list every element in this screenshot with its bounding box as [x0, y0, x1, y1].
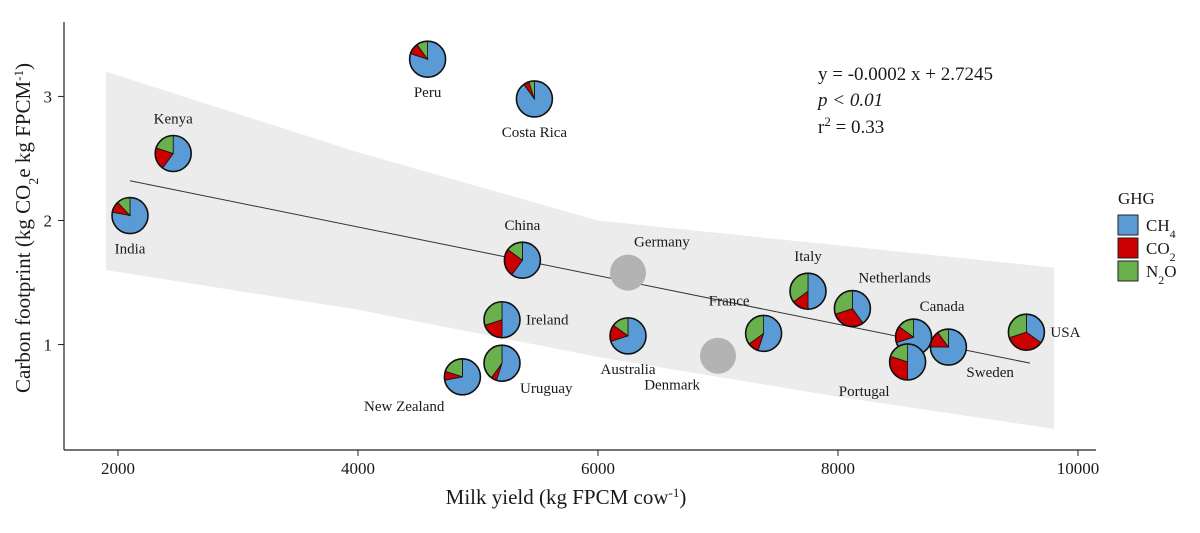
- legend-swatch-ch4: [1117, 214, 1139, 236]
- legend-n2o-sub: 2: [1158, 273, 1164, 287]
- legend-ch4-main: CH: [1146, 216, 1170, 235]
- y-tick-label: 3: [44, 87, 53, 106]
- pie-outline: [408, 40, 447, 79]
- country-label-china: China: [504, 218, 540, 234]
- country-label-germany: Germany: [634, 235, 690, 251]
- legend-n2o-main: N: [1146, 262, 1158, 281]
- x-tick-label: 2000: [101, 459, 135, 478]
- point-marker: [700, 337, 736, 374]
- country-label-costa-rica: Costa Rica: [502, 125, 568, 141]
- pie-outline: [609, 317, 647, 355]
- y-axis-title: Carbon footprint (kg CO2e kg FPCM-1): [11, 63, 42, 393]
- legend-title: GHG: [1118, 189, 1155, 208]
- r2-suffix: = 0.33: [831, 117, 884, 138]
- country-label-australia: Australia: [601, 362, 656, 378]
- y-axis-title-main: Carbon footprint (kg CO: [11, 185, 35, 393]
- country-label-india: India: [115, 242, 146, 258]
- pie-outline: [833, 289, 872, 328]
- country-label-usa: USA: [1050, 325, 1080, 341]
- pie-outline: [515, 80, 554, 118]
- x-tick-label: 8000: [821, 459, 855, 478]
- point-kenya: [154, 134, 192, 173]
- legend-swatch-co2: [1117, 237, 1139, 259]
- legend-ch4-sub: 4: [1170, 227, 1176, 241]
- pie-outline: [111, 196, 149, 235]
- regression-r2: r2 = 0.33: [818, 114, 884, 139]
- r2-sup: 2: [824, 114, 831, 129]
- country-label-netherlands: Netherlands: [858, 271, 931, 287]
- regression-line: [129, 180, 1031, 364]
- point-costa-rica: [515, 80, 554, 118]
- legend-label-co2: CO2: [1146, 239, 1176, 264]
- point-portugal: [888, 343, 927, 381]
- country-label-portugal: Portugal: [839, 384, 890, 400]
- x-tick-label: 4000: [341, 459, 375, 478]
- x-tick-label: 10000: [1057, 459, 1100, 478]
- country-label-uruguay: Uruguay: [520, 381, 573, 397]
- pie-outline: [443, 358, 482, 396]
- x-axis-title: Milk yield (kg FPCM cow-1): [446, 485, 687, 510]
- point-italy: [789, 272, 827, 311]
- pie-outline: [503, 241, 542, 279]
- legend-n2o-suffix: O: [1164, 262, 1176, 281]
- country-label-canada: Canada: [920, 299, 965, 315]
- point-denmark: [700, 337, 736, 374]
- point-marker: [610, 254, 646, 291]
- country-label-sweden: Sweden: [966, 365, 1014, 381]
- y-axis-title-sub: 2: [27, 178, 42, 185]
- y-axis-title-end: ): [11, 63, 35, 70]
- pie-outline: [1007, 313, 1046, 351]
- legend-label-n2o: N2O: [1146, 262, 1177, 287]
- x-axis-title-end: ): [679, 485, 686, 509]
- x-axis-title-main: Milk yield (kg FPCM cow: [446, 485, 670, 509]
- pie-outline: [483, 344, 521, 382]
- regression-equation: y = -0.0002 x + 2.7245: [818, 64, 993, 85]
- pie-outline: [888, 343, 927, 381]
- point-uruguay: [483, 344, 521, 382]
- point-usa: [1007, 313, 1046, 351]
- point-france: [744, 314, 783, 353]
- regression-p-value: p < 0.01: [816, 90, 883, 111]
- pie-outline: [929, 328, 968, 366]
- r2-prefix: r: [818, 117, 825, 138]
- point-china: [503, 241, 542, 279]
- point-netherlands: [833, 289, 872, 328]
- country-label-kenya: Kenya: [154, 112, 193, 128]
- legend-co2-sub: 2: [1170, 250, 1176, 264]
- point-peru: [408, 40, 447, 79]
- country-label-france: France: [709, 293, 750, 309]
- point-india: [111, 196, 149, 235]
- x-tick-label: 6000: [581, 459, 615, 478]
- point-australia: [609, 317, 647, 355]
- legend-swatch-n2o: [1117, 260, 1139, 282]
- pie-outline: [483, 300, 521, 339]
- country-label-ireland: Ireland: [526, 313, 569, 329]
- point-ireland: [483, 300, 521, 339]
- point-germany: [610, 254, 646, 291]
- point-sweden: [929, 328, 968, 366]
- y-tick-label: 2: [44, 211, 53, 230]
- y-axis-title-sup: -1: [11, 70, 26, 81]
- legend-co2-main: CO: [1146, 239, 1170, 258]
- country-label-peru: Peru: [414, 85, 442, 101]
- pie-outline: [744, 314, 783, 353]
- x-axis-title-sup: -1: [669, 485, 680, 500]
- legend: GHG CH4 CO2 N2O: [1117, 189, 1177, 287]
- point-new-zealand: [443, 358, 482, 396]
- pie-outline: [789, 272, 827, 311]
- country-label-denmark: Denmark: [644, 378, 700, 394]
- country-label-italy: Italy: [794, 249, 822, 265]
- pie-outline: [154, 134, 192, 173]
- y-axis-title-mid: e kg FPCM: [11, 81, 35, 178]
- y-tick-label: 1: [44, 336, 53, 355]
- legend-label-ch4: CH4: [1146, 216, 1176, 241]
- confidence-band: [106, 71, 1054, 429]
- country-label-new-zealand: New Zealand: [364, 399, 445, 415]
